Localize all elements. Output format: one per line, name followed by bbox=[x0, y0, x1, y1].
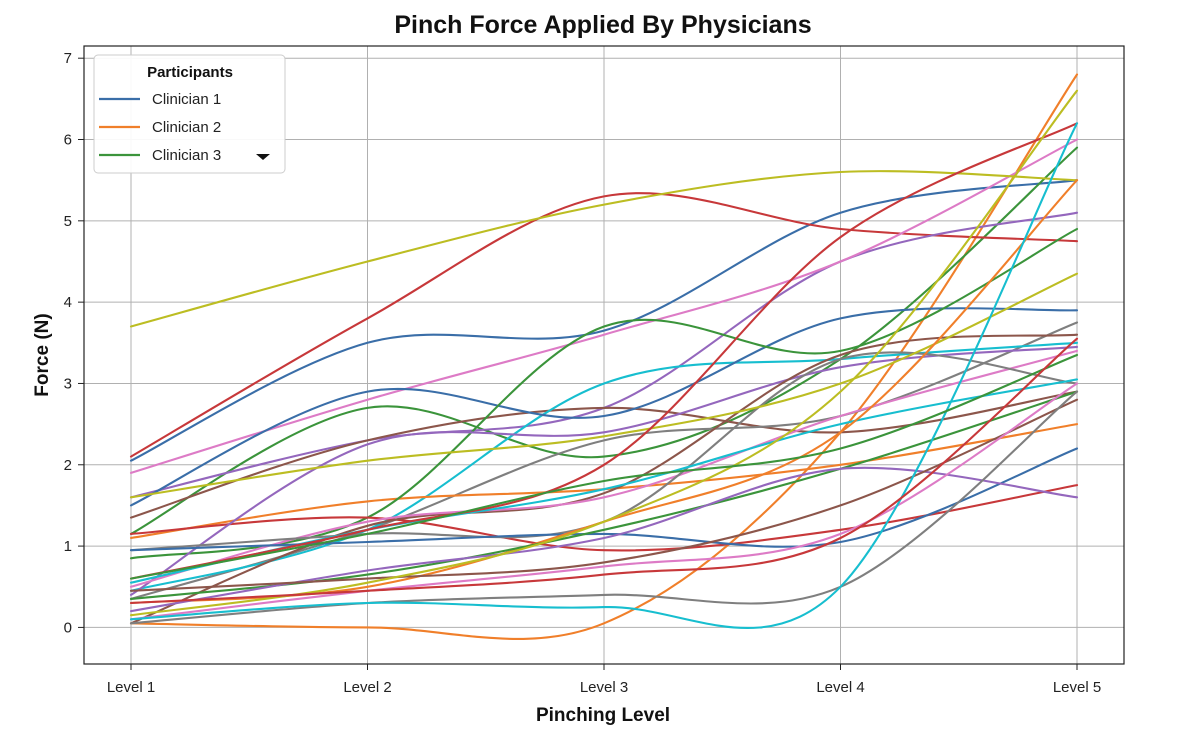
series-line-7 bbox=[129, 138, 1079, 474]
series-line-9 bbox=[129, 170, 1079, 328]
series-line-6 bbox=[129, 390, 1079, 519]
chevron-down-icon[interactable] bbox=[256, 154, 270, 160]
series-line-17 bbox=[129, 349, 1079, 588]
y-axis-label: Force (N) bbox=[32, 313, 53, 396]
series-line-4 bbox=[129, 192, 1079, 458]
y-axis-ticks: 0 1 2 3 4 5 6 7 bbox=[64, 50, 84, 636]
y-tick-label: 4 bbox=[64, 294, 72, 311]
series-line-31 bbox=[129, 353, 1079, 580]
x-tick-label: Level 1 bbox=[107, 679, 155, 696]
series-line-24 bbox=[129, 122, 1079, 580]
x-axis-ticks: Level 1 Level 2 Level 3 Level 4 Level 5 bbox=[107, 664, 1101, 696]
series-lines bbox=[129, 73, 1079, 640]
x-tick-label: Level 2 bbox=[343, 679, 391, 696]
series-line-clinician-2 bbox=[129, 73, 1079, 640]
y-tick-label: 7 bbox=[64, 50, 72, 67]
series-line-clinician-1 bbox=[129, 179, 1079, 462]
series-line-19 bbox=[129, 272, 1079, 499]
series-line-13 bbox=[129, 227, 1079, 560]
series-line-21 bbox=[129, 447, 1079, 552]
y-tick-label: 0 bbox=[64, 619, 72, 636]
series-line-clinician-3 bbox=[129, 146, 1079, 535]
x-tick-label: Level 4 bbox=[816, 679, 864, 696]
series-line-27 bbox=[129, 382, 1079, 621]
legend-entry-label: Clinician 2 bbox=[152, 119, 221, 136]
y-tick-label: 6 bbox=[64, 132, 72, 149]
legend-title: Participants bbox=[147, 64, 233, 81]
series-line-16 bbox=[129, 333, 1079, 625]
series-line-28 bbox=[129, 390, 1079, 625]
legend-entry-label: Clinician 1 bbox=[152, 91, 221, 108]
x-tick-label: Level 5 bbox=[1053, 679, 1101, 696]
series-line-26 bbox=[129, 398, 1079, 592]
y-tick-label: 2 bbox=[64, 457, 72, 474]
series-line-11 bbox=[129, 307, 1079, 507]
chart-title: Pinch Force Applied By Physicians bbox=[394, 11, 811, 39]
legend-entry-label: Clinician 3 bbox=[152, 147, 221, 164]
x-tick-label: Level 3 bbox=[580, 679, 628, 696]
y-tick-label: 5 bbox=[64, 213, 72, 230]
series-line-15 bbox=[129, 345, 1079, 596]
legend-box bbox=[93, 54, 286, 174]
y-tick-label: 3 bbox=[64, 375, 72, 392]
y-tick-label: 1 bbox=[64, 538, 72, 555]
legend-entries: Clinician 1 Clinician 2 Clinician 3 bbox=[99, 91, 221, 164]
x-axis-label: Pinching Level bbox=[536, 705, 670, 726]
series-line-32 bbox=[129, 337, 1079, 605]
series-line-30 bbox=[129, 122, 1079, 630]
